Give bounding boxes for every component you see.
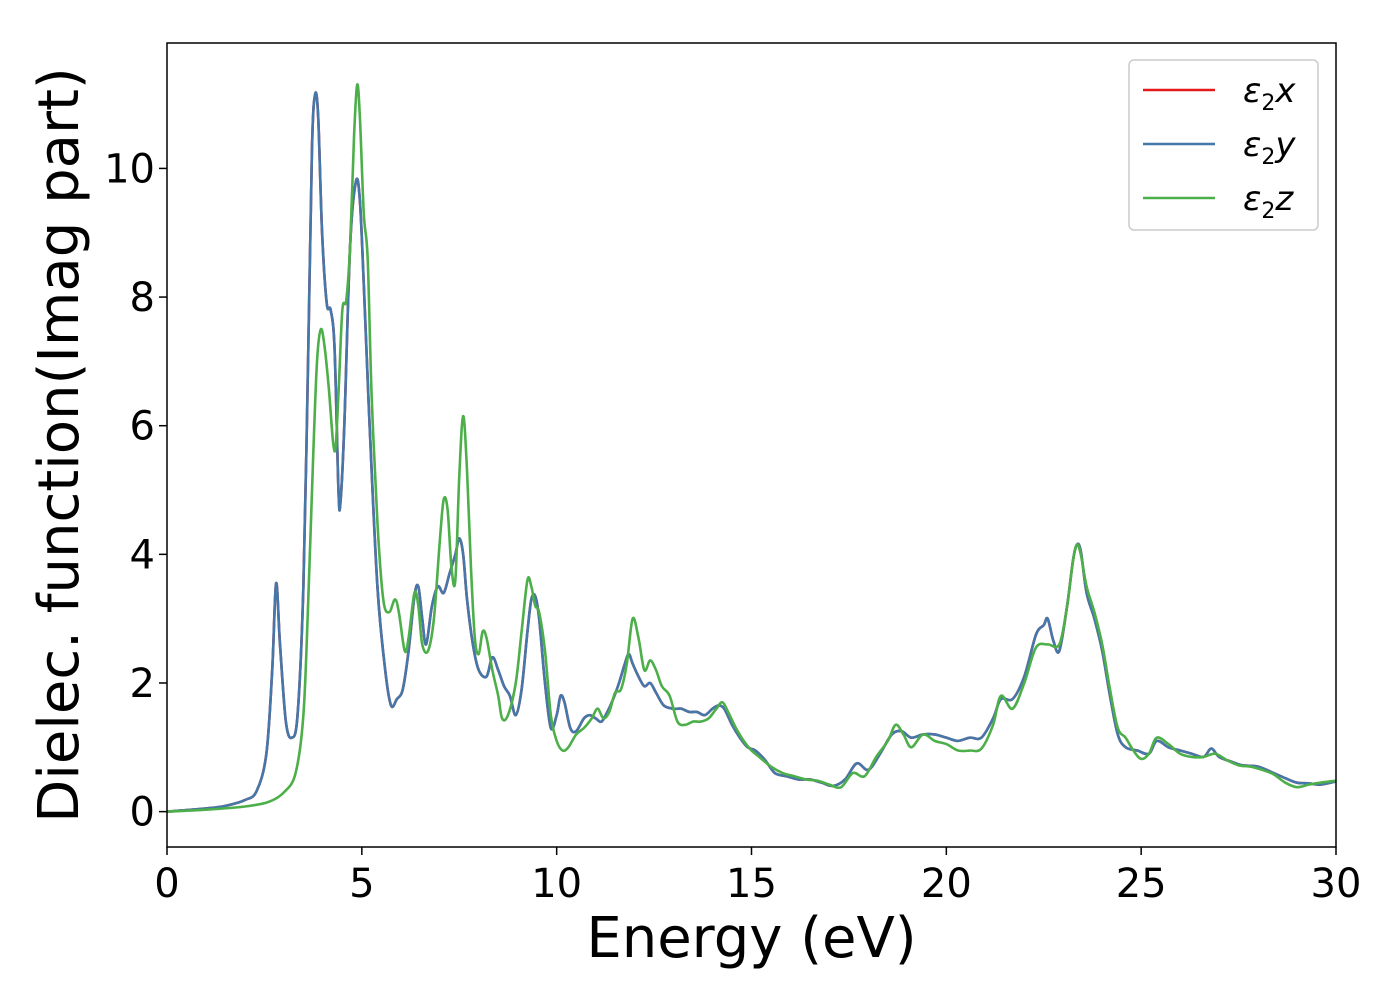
x-tick-label: 0: [154, 861, 179, 907]
y-axis-ticks: 0 2 4 6 8 10: [104, 146, 167, 836]
y-tick-label: 6: [130, 404, 155, 450]
y-tick-label: 8: [130, 275, 155, 321]
y-tick-label: 10: [104, 146, 155, 192]
x-tick-label: 10: [531, 861, 582, 907]
x-tick-label: 30: [1311, 861, 1362, 907]
legend: ε2x ε2y ε2z: [1128, 59, 1319, 231]
x-axis-label: Energy (eV): [586, 906, 916, 971]
legend-label-y: ε2y: [1243, 125, 1296, 170]
series-layer: [167, 83, 1336, 813]
legend-label-x: ε2x: [1243, 71, 1296, 116]
legend-label-z: ε2z: [1243, 179, 1294, 224]
y-tick-label: 2: [130, 661, 155, 707]
y-tick-label: 0: [130, 790, 155, 836]
y-tick-label: 4: [130, 532, 155, 578]
x-tick-label: 15: [726, 861, 777, 907]
legend-box: [1128, 59, 1319, 231]
series-line-z: [167, 83, 1336, 813]
x-axis-ticks: 0 5 10 15 20 25 30: [154, 847, 1361, 907]
x-tick-label: 25: [1116, 861, 1167, 907]
y-axis-label: Dielec. function(Imag part): [27, 67, 92, 823]
x-tick-label: 20: [921, 861, 972, 907]
x-tick-label: 5: [349, 861, 374, 907]
